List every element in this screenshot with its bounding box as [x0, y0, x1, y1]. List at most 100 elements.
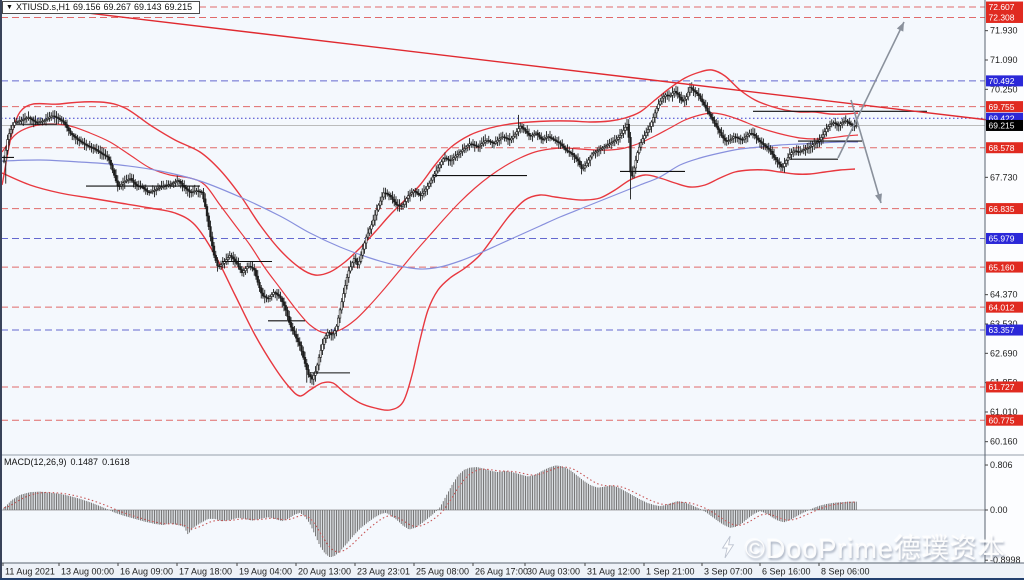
price-tick-label: 64.370 — [990, 290, 1018, 300]
candle-body — [561, 143, 564, 147]
candle-body — [622, 130, 625, 134]
collapse-arrow-icon[interactable]: ▼ — [6, 4, 13, 11]
candle-body — [198, 190, 202, 193]
candle-body — [655, 108, 658, 114]
candle-body — [555, 140, 559, 143]
candle-body — [758, 139, 762, 143]
candle-body — [776, 159, 779, 163]
candle-body — [333, 330, 336, 335]
candle-body — [309, 374, 312, 378]
candle-body — [722, 135, 725, 139]
candle-body — [135, 184, 139, 186]
candle-body — [580, 164, 583, 169]
candle-body — [265, 296, 268, 299]
candle-body — [855, 125, 858, 127]
candle-body — [88, 145, 91, 148]
candle-body — [268, 296, 272, 299]
price-badge — [986, 112, 1023, 124]
candle-body — [218, 265, 221, 268]
candle-body — [590, 153, 594, 158]
candle-body — [8, 133, 11, 140]
candle-body — [347, 270, 350, 278]
candle-body — [48, 116, 51, 119]
candle-body — [587, 159, 590, 164]
candle-body — [477, 145, 480, 148]
price-badge-label: 70.492 — [989, 76, 1015, 86]
candle-body — [723, 137, 727, 141]
candle-body — [568, 151, 571, 153]
time-tick-label: 19 Aug 04:00 — [239, 567, 292, 577]
candle-body — [832, 122, 835, 124]
candle-body — [811, 144, 814, 147]
candle-body — [422, 190, 426, 194]
candle-body — [361, 248, 364, 256]
candle-body — [415, 191, 419, 194]
candle-body — [527, 132, 531, 136]
candle-body — [629, 137, 632, 173]
candle-body — [30, 118, 34, 121]
candle-body — [786, 157, 790, 161]
candle-body — [513, 133, 517, 137]
candle-body — [585, 162, 588, 167]
candle-body — [452, 157, 455, 160]
price-badge — [986, 381, 1023, 393]
candle-body — [242, 270, 245, 273]
candle-body — [78, 139, 81, 142]
candle-body — [575, 156, 578, 160]
candle-body — [296, 337, 300, 343]
candle-body — [436, 167, 440, 172]
candle-body — [792, 150, 795, 153]
candle-body — [328, 332, 331, 334]
candle-body — [650, 121, 653, 127]
price-badge — [986, 414, 1023, 426]
candle-body — [366, 232, 370, 238]
candle-body — [599, 148, 602, 151]
candle-body — [538, 134, 541, 138]
candle-body — [340, 301, 343, 311]
candle-body — [398, 204, 401, 207]
candle-body — [596, 150, 599, 153]
candle-body — [4, 149, 7, 162]
candle-body — [174, 181, 177, 183]
candle-body — [762, 142, 765, 146]
ohlc-close: 69.215 — [164, 2, 193, 12]
candle-body — [167, 184, 170, 186]
candle-body — [27, 117, 30, 119]
candle-body — [359, 254, 363, 262]
candle-body — [181, 183, 184, 186]
candle-body — [58, 118, 62, 121]
candle-body — [247, 265, 251, 268]
candle-body — [662, 96, 665, 99]
candle-body — [102, 153, 105, 156]
time-tick-label: 1 Sep 21:00 — [646, 567, 695, 577]
candle-body — [697, 93, 700, 97]
price-tick-label: 67.730 — [990, 172, 1018, 182]
candle-body — [51, 115, 55, 118]
candle-body — [260, 287, 263, 294]
candle-body — [435, 170, 438, 175]
candle-body — [62, 120, 65, 123]
candle-body — [536, 132, 539, 136]
candle-body — [520, 125, 524, 129]
candle-body — [2, 160, 6, 163]
price-tick-label: 71.930 — [990, 26, 1018, 36]
candle-body — [471, 143, 475, 146]
candle-body — [160, 186, 163, 188]
candle-body — [274, 292, 277, 294]
candle-body — [604, 145, 608, 148]
candle-body — [470, 143, 473, 146]
candle-body — [251, 266, 254, 269]
price-badge-label: 72.308 — [989, 13, 1015, 23]
candle-body — [617, 137, 620, 140]
candle-body — [116, 180, 119, 187]
time-tick-label: 3 Sep 07:00 — [704, 567, 753, 577]
candle-body — [704, 104, 707, 109]
candle-body — [345, 277, 349, 286]
candle-body — [757, 137, 760, 141]
candle-body — [456, 154, 459, 157]
macd-tick-label: 0.806 — [990, 460, 1013, 470]
candle-body — [708, 110, 711, 115]
price-badge-label: 69.215 — [989, 121, 1015, 131]
candle-body — [625, 123, 629, 128]
